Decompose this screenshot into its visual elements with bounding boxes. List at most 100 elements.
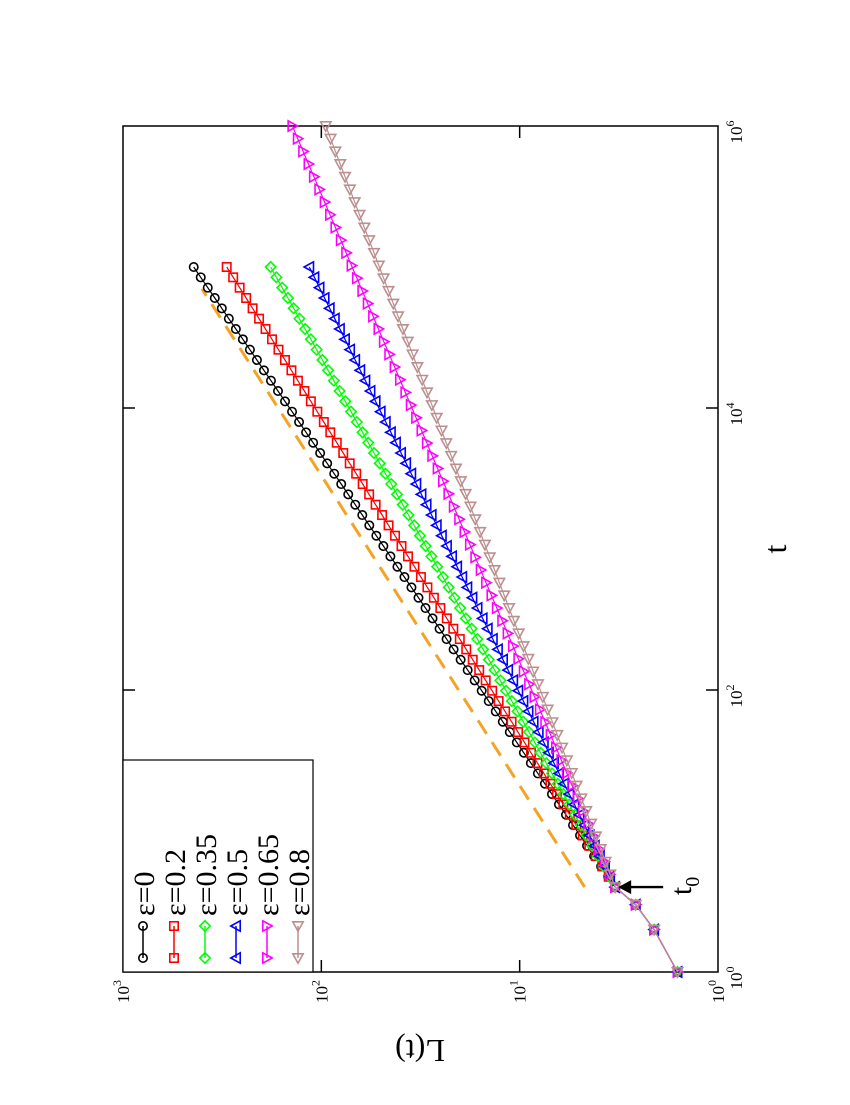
data-point	[294, 417, 305, 428]
data-point	[470, 601, 483, 615]
data-point	[565, 767, 579, 780]
data-point	[356, 426, 369, 439]
x-tick-label: 100	[723, 967, 746, 990]
y-axis-label: L(t)	[395, 1033, 445, 1069]
data-point	[496, 653, 509, 667]
data-point	[534, 702, 547, 717]
data-point	[241, 293, 252, 304]
data-point	[353, 363, 366, 377]
data-point	[330, 220, 343, 235]
data-point	[292, 375, 303, 386]
data-point	[551, 789, 562, 800]
data-point	[327, 312, 340, 326]
data-point	[603, 869, 617, 882]
data-point	[507, 639, 520, 653]
data-point	[598, 856, 613, 869]
y-tick-label: 100	[705, 980, 728, 1003]
data-point	[361, 436, 375, 450]
data-point	[338, 448, 349, 459]
data-point	[629, 899, 643, 912]
legend-item: ε=0.35	[190, 834, 223, 965]
data-point	[305, 396, 316, 407]
data-point	[491, 642, 503, 656]
data-point	[384, 477, 398, 491]
data-point	[391, 311, 405, 324]
data-point	[319, 120, 333, 133]
data-point	[346, 258, 359, 273]
data-point	[497, 590, 511, 603]
data-point	[526, 715, 539, 729]
data-point	[364, 489, 375, 500]
data-point	[358, 374, 371, 388]
data-point	[545, 728, 558, 742]
data-point	[350, 415, 364, 429]
data-point	[370, 499, 381, 510]
data-point	[516, 641, 531, 653]
data-point	[430, 560, 444, 574]
data-point	[507, 615, 521, 628]
data-point	[410, 362, 424, 374]
data-point	[465, 591, 478, 605]
data-point	[448, 644, 459, 655]
data-point	[273, 344, 284, 355]
data-point	[494, 674, 507, 687]
data-point	[435, 603, 446, 614]
data-point	[459, 612, 473, 625]
legend-item: ε=0.5	[221, 849, 254, 965]
data-point	[448, 499, 461, 514]
data-point	[475, 563, 488, 577]
data-point	[570, 780, 584, 793]
data-point	[488, 663, 501, 677]
data-point	[475, 611, 488, 625]
data-point	[195, 272, 206, 283]
legend-item: ε=0.2	[159, 849, 192, 963]
data-point	[357, 510, 368, 521]
series-group	[188, 119, 685, 979]
data-point	[316, 353, 329, 367]
data-point	[324, 133, 338, 146]
data-point	[327, 374, 341, 388]
data-point	[402, 508, 415, 522]
data-point	[476, 685, 487, 696]
data-point	[516, 694, 529, 708]
legend-marker	[198, 919, 212, 933]
data-point	[188, 262, 199, 273]
data-point	[430, 412, 444, 425]
data-point	[419, 539, 433, 553]
data-point	[545, 778, 556, 789]
data-point	[367, 247, 381, 260]
data-point	[279, 355, 290, 366]
data-point	[287, 302, 300, 315]
data-point	[378, 415, 391, 429]
data-point	[536, 735, 549, 749]
data-point	[501, 663, 514, 677]
data-point	[471, 632, 484, 646]
data-point	[551, 777, 565, 791]
data-point	[604, 867, 617, 881]
data-point	[670, 967, 685, 979]
data-point	[329, 468, 340, 479]
data-point	[216, 303, 227, 314]
data-point	[422, 582, 433, 593]
data-point	[304, 333, 318, 346]
data-point	[384, 425, 396, 439]
legend-item: ε=0	[128, 871, 161, 963]
data-point	[470, 550, 483, 564]
data-point	[649, 922, 661, 937]
series-line	[270, 266, 679, 973]
data-point	[448, 591, 461, 605]
data-point	[390, 488, 404, 501]
data-point	[455, 654, 466, 665]
series-3	[302, 260, 683, 979]
data-point	[461, 644, 472, 655]
data-point	[399, 572, 410, 583]
data-point	[545, 767, 559, 780]
data-point	[526, 666, 540, 679]
data-point	[385, 551, 396, 562]
data-point	[490, 706, 501, 717]
data-point	[481, 576, 493, 590]
data-point	[487, 685, 498, 696]
data-point	[550, 741, 563, 755]
data-point	[608, 882, 622, 894]
data-point	[497, 614, 510, 628]
